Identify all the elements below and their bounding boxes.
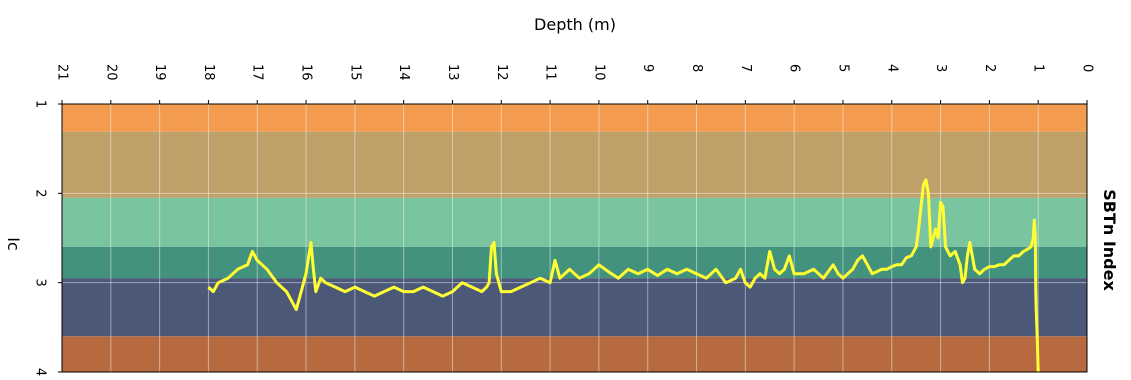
x-tick-label: 7 <box>738 64 753 72</box>
x-tick-label: 3 <box>933 64 948 72</box>
x-tick-label: 20 <box>103 64 118 81</box>
x-tick-label: 5 <box>835 64 850 72</box>
x-tick-label: 18 <box>201 64 216 81</box>
x-tick-label: 16 <box>299 64 314 81</box>
x-tick-label: 21 <box>55 64 70 81</box>
x-tick-label: 8 <box>689 64 704 72</box>
x-tick-label: 15 <box>347 64 362 81</box>
plot-frame <box>61 103 1088 373</box>
ic-series-line <box>207 178 1040 373</box>
x-tick-label: 4 <box>884 64 899 72</box>
y-tick-label: 2 <box>33 189 48 197</box>
x-tick-label: 14 <box>396 64 411 81</box>
x-tick-label: 9 <box>640 64 655 72</box>
x-tick-label: 1 <box>1031 64 1046 72</box>
x-tick-label: 19 <box>152 64 167 81</box>
x-tick-label: 2 <box>982 64 997 72</box>
y-tick-label: 3 <box>33 279 48 287</box>
y-tick-label: 4 <box>33 368 48 376</box>
x-tick-label: 0 <box>1080 64 1095 72</box>
sbt-zone-band <box>62 131 1087 198</box>
sbt-zone-band <box>62 278 1087 337</box>
x-axis-label: Depth (m) <box>534 15 616 34</box>
chart-title: SBTn Index <box>1100 189 1119 291</box>
x-tick-label: 12 <box>494 64 509 81</box>
series-layer <box>207 178 1040 373</box>
y-tick-label: 1 <box>33 100 48 108</box>
zones-layer <box>62 104 1087 372</box>
x-tick-label: 11 <box>543 64 558 81</box>
x-tick-label: 17 <box>250 64 265 81</box>
x-tick-label: 13 <box>445 64 460 81</box>
sbt-zone-band <box>62 336 1087 372</box>
sbt-zone-band <box>62 104 1087 132</box>
x-tick-label: 6 <box>787 64 802 72</box>
y-axis-label: Ic <box>4 237 23 251</box>
y-ticks: 1 2 3 4 <box>33 100 62 376</box>
x-tick-label: 10 <box>591 64 606 81</box>
